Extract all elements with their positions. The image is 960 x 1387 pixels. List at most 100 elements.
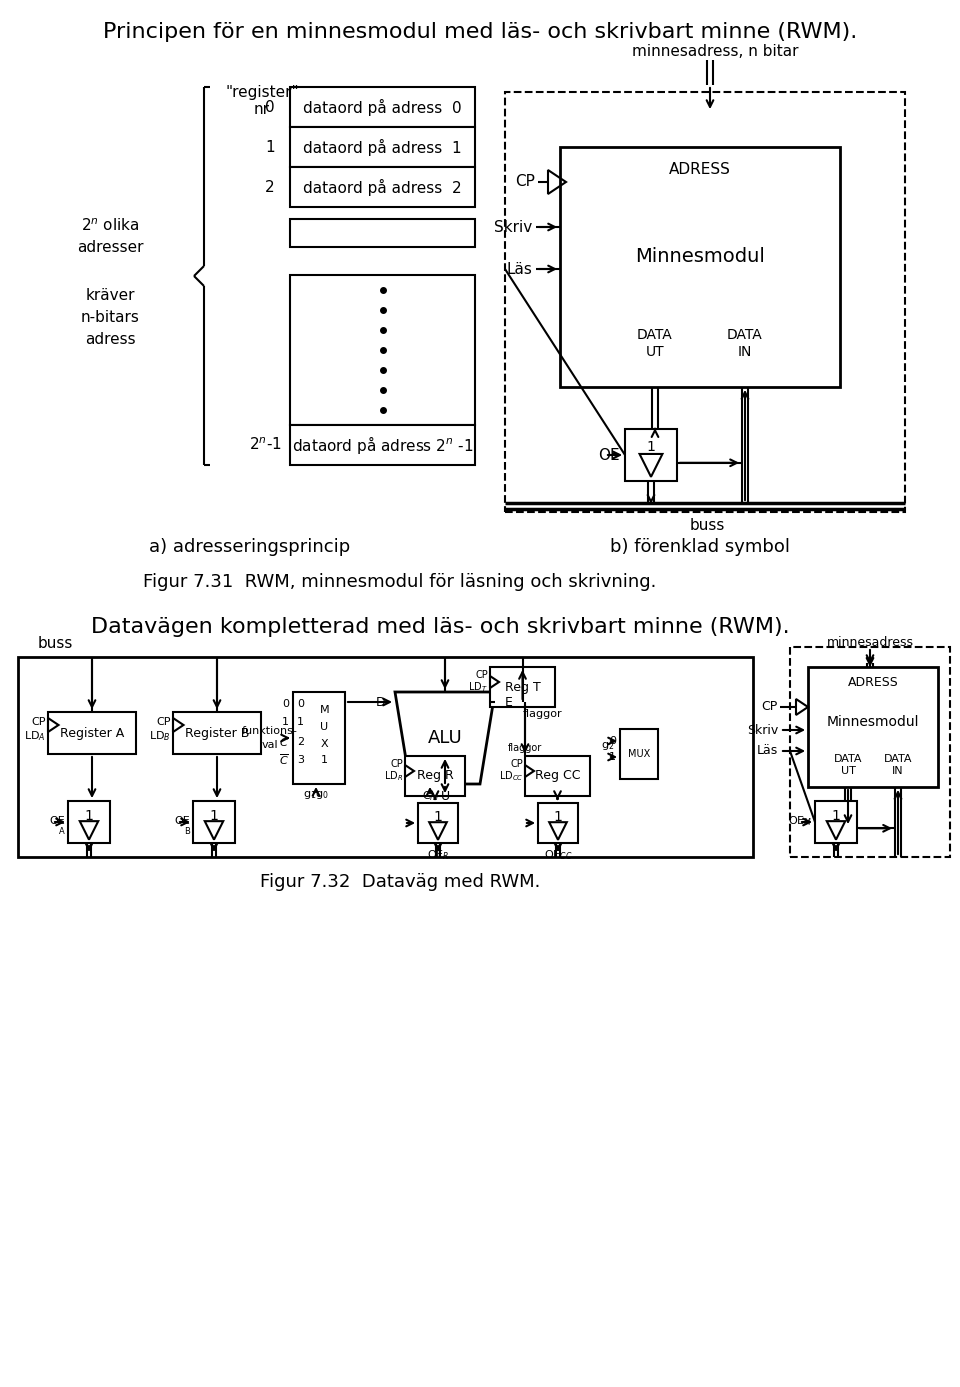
Bar xyxy=(490,667,555,707)
Text: 1: 1 xyxy=(831,809,840,822)
Text: E: E xyxy=(505,695,513,709)
Text: Figur 7.32  Dataväg med RWM.: Figur 7.32 Dataväg med RWM. xyxy=(260,872,540,890)
Text: OE$_{CC}$: OE$_{CC}$ xyxy=(543,847,572,861)
Text: 1: 1 xyxy=(297,717,304,727)
Text: Principen för en minnesmodul med läs- och skrivbart minne (RWM).: Principen för en minnesmodul med läs- oc… xyxy=(103,22,857,42)
Text: LD$_T$: LD$_T$ xyxy=(468,680,488,694)
Bar xyxy=(418,803,458,843)
Text: CP: CP xyxy=(761,700,778,713)
Bar xyxy=(290,424,475,465)
Text: flaggor: flaggor xyxy=(508,743,542,753)
Text: LD$_{CC}$: LD$_{CC}$ xyxy=(498,770,523,782)
Text: 3: 3 xyxy=(297,755,304,766)
Text: minnesadress: minnesadress xyxy=(827,635,914,649)
Text: 1: 1 xyxy=(647,440,656,454)
Text: g$_2$: g$_2$ xyxy=(601,741,614,752)
Text: CP: CP xyxy=(391,759,403,768)
Text: n-bitars: n-bitars xyxy=(81,311,139,326)
Text: ALU: ALU xyxy=(427,730,463,748)
Bar xyxy=(290,219,475,247)
Text: CP: CP xyxy=(475,670,488,680)
Text: Reg CC: Reg CC xyxy=(535,770,580,782)
Text: a) adresseringsprincip: a) adresseringsprincip xyxy=(150,538,350,556)
Text: 0: 0 xyxy=(265,100,275,115)
Text: OE$_R$: OE$_R$ xyxy=(427,847,449,861)
Text: U: U xyxy=(441,789,449,803)
Text: 0: 0 xyxy=(282,699,289,709)
Text: adress: adress xyxy=(84,333,135,348)
Text: "register": "register" xyxy=(226,85,299,100)
Text: CP: CP xyxy=(516,175,535,190)
Text: LD$_R$: LD$_R$ xyxy=(384,770,403,782)
Text: DATA: DATA xyxy=(637,327,673,343)
Text: C$_{in}$: C$_{in}$ xyxy=(421,789,438,803)
Text: buss: buss xyxy=(689,517,725,533)
Bar xyxy=(293,692,345,784)
Text: 1: 1 xyxy=(554,810,563,824)
Text: D: D xyxy=(375,695,385,709)
Text: IN: IN xyxy=(892,766,903,775)
Text: 2: 2 xyxy=(265,179,275,194)
Text: DATA: DATA xyxy=(884,755,912,764)
Text: 1: 1 xyxy=(609,752,616,761)
Bar xyxy=(173,712,261,755)
Text: Läs: Läs xyxy=(506,262,532,276)
Text: OE: OE xyxy=(49,816,65,827)
Text: M: M xyxy=(320,706,329,716)
Text: nr: nr xyxy=(254,101,270,117)
Text: 2: 2 xyxy=(297,736,304,748)
Text: ADRESS: ADRESS xyxy=(848,677,899,689)
Text: val: val xyxy=(262,741,278,750)
Text: Läs: Läs xyxy=(756,745,778,757)
Text: minnesadress, n bitar: minnesadress, n bitar xyxy=(632,44,799,60)
Bar xyxy=(505,92,905,512)
Bar xyxy=(525,756,590,796)
Text: buss: buss xyxy=(38,635,73,651)
Bar xyxy=(620,730,658,779)
Text: UT: UT xyxy=(841,766,855,775)
Text: Register A: Register A xyxy=(60,727,124,739)
Bar xyxy=(538,803,578,843)
Text: $\overline{C}$: $\overline{C}$ xyxy=(279,753,289,767)
Bar xyxy=(193,802,235,843)
Text: LD$_A$: LD$_A$ xyxy=(24,730,46,743)
Text: CP: CP xyxy=(156,717,171,727)
Text: kräver: kräver xyxy=(85,288,134,304)
Text: B: B xyxy=(184,827,190,835)
Text: ADRESS: ADRESS xyxy=(669,161,731,176)
Text: LD$_B$: LD$_B$ xyxy=(150,730,171,743)
Text: U: U xyxy=(320,723,328,732)
Text: Reg T: Reg T xyxy=(505,681,540,694)
Bar xyxy=(808,667,938,786)
Text: dataord på adress  2: dataord på adress 2 xyxy=(303,179,462,196)
Text: $C$: $C$ xyxy=(279,736,289,748)
Bar xyxy=(290,87,475,128)
Bar xyxy=(290,128,475,166)
Text: Minnesmodul: Minnesmodul xyxy=(636,247,765,266)
Bar xyxy=(405,756,465,796)
Bar xyxy=(815,802,857,843)
Text: 2$^n$-1: 2$^n$-1 xyxy=(249,437,281,454)
Bar xyxy=(48,712,136,755)
Text: dataord på adress  0: dataord på adress 0 xyxy=(303,98,462,115)
Text: g$_1$g$_0$: g$_1$g$_0$ xyxy=(303,789,329,802)
Text: OE: OE xyxy=(175,816,190,827)
Text: Minnesmodul: Minnesmodul xyxy=(827,716,920,730)
Bar xyxy=(560,147,840,387)
Text: Figur 7.31  RWM, minnesmodul för läsning och skrivning.: Figur 7.31 RWM, minnesmodul för läsning … xyxy=(143,573,657,591)
Text: CP: CP xyxy=(32,717,46,727)
Bar xyxy=(18,657,753,857)
Bar xyxy=(790,646,950,857)
Text: Datavägen kompletterad med läs- och skrivbart minne (RWM).: Datavägen kompletterad med läs- och skri… xyxy=(90,617,789,637)
Text: UT: UT xyxy=(646,345,664,359)
Bar xyxy=(625,429,677,481)
Text: 1: 1 xyxy=(282,717,289,727)
Text: Reg R: Reg R xyxy=(417,770,453,782)
Text: 1: 1 xyxy=(434,810,443,824)
Bar xyxy=(290,275,475,424)
Text: MUX: MUX xyxy=(628,749,650,759)
Text: IN: IN xyxy=(738,345,753,359)
Text: A: A xyxy=(60,827,65,835)
Text: X: X xyxy=(321,738,328,749)
Text: 1: 1 xyxy=(265,140,275,154)
